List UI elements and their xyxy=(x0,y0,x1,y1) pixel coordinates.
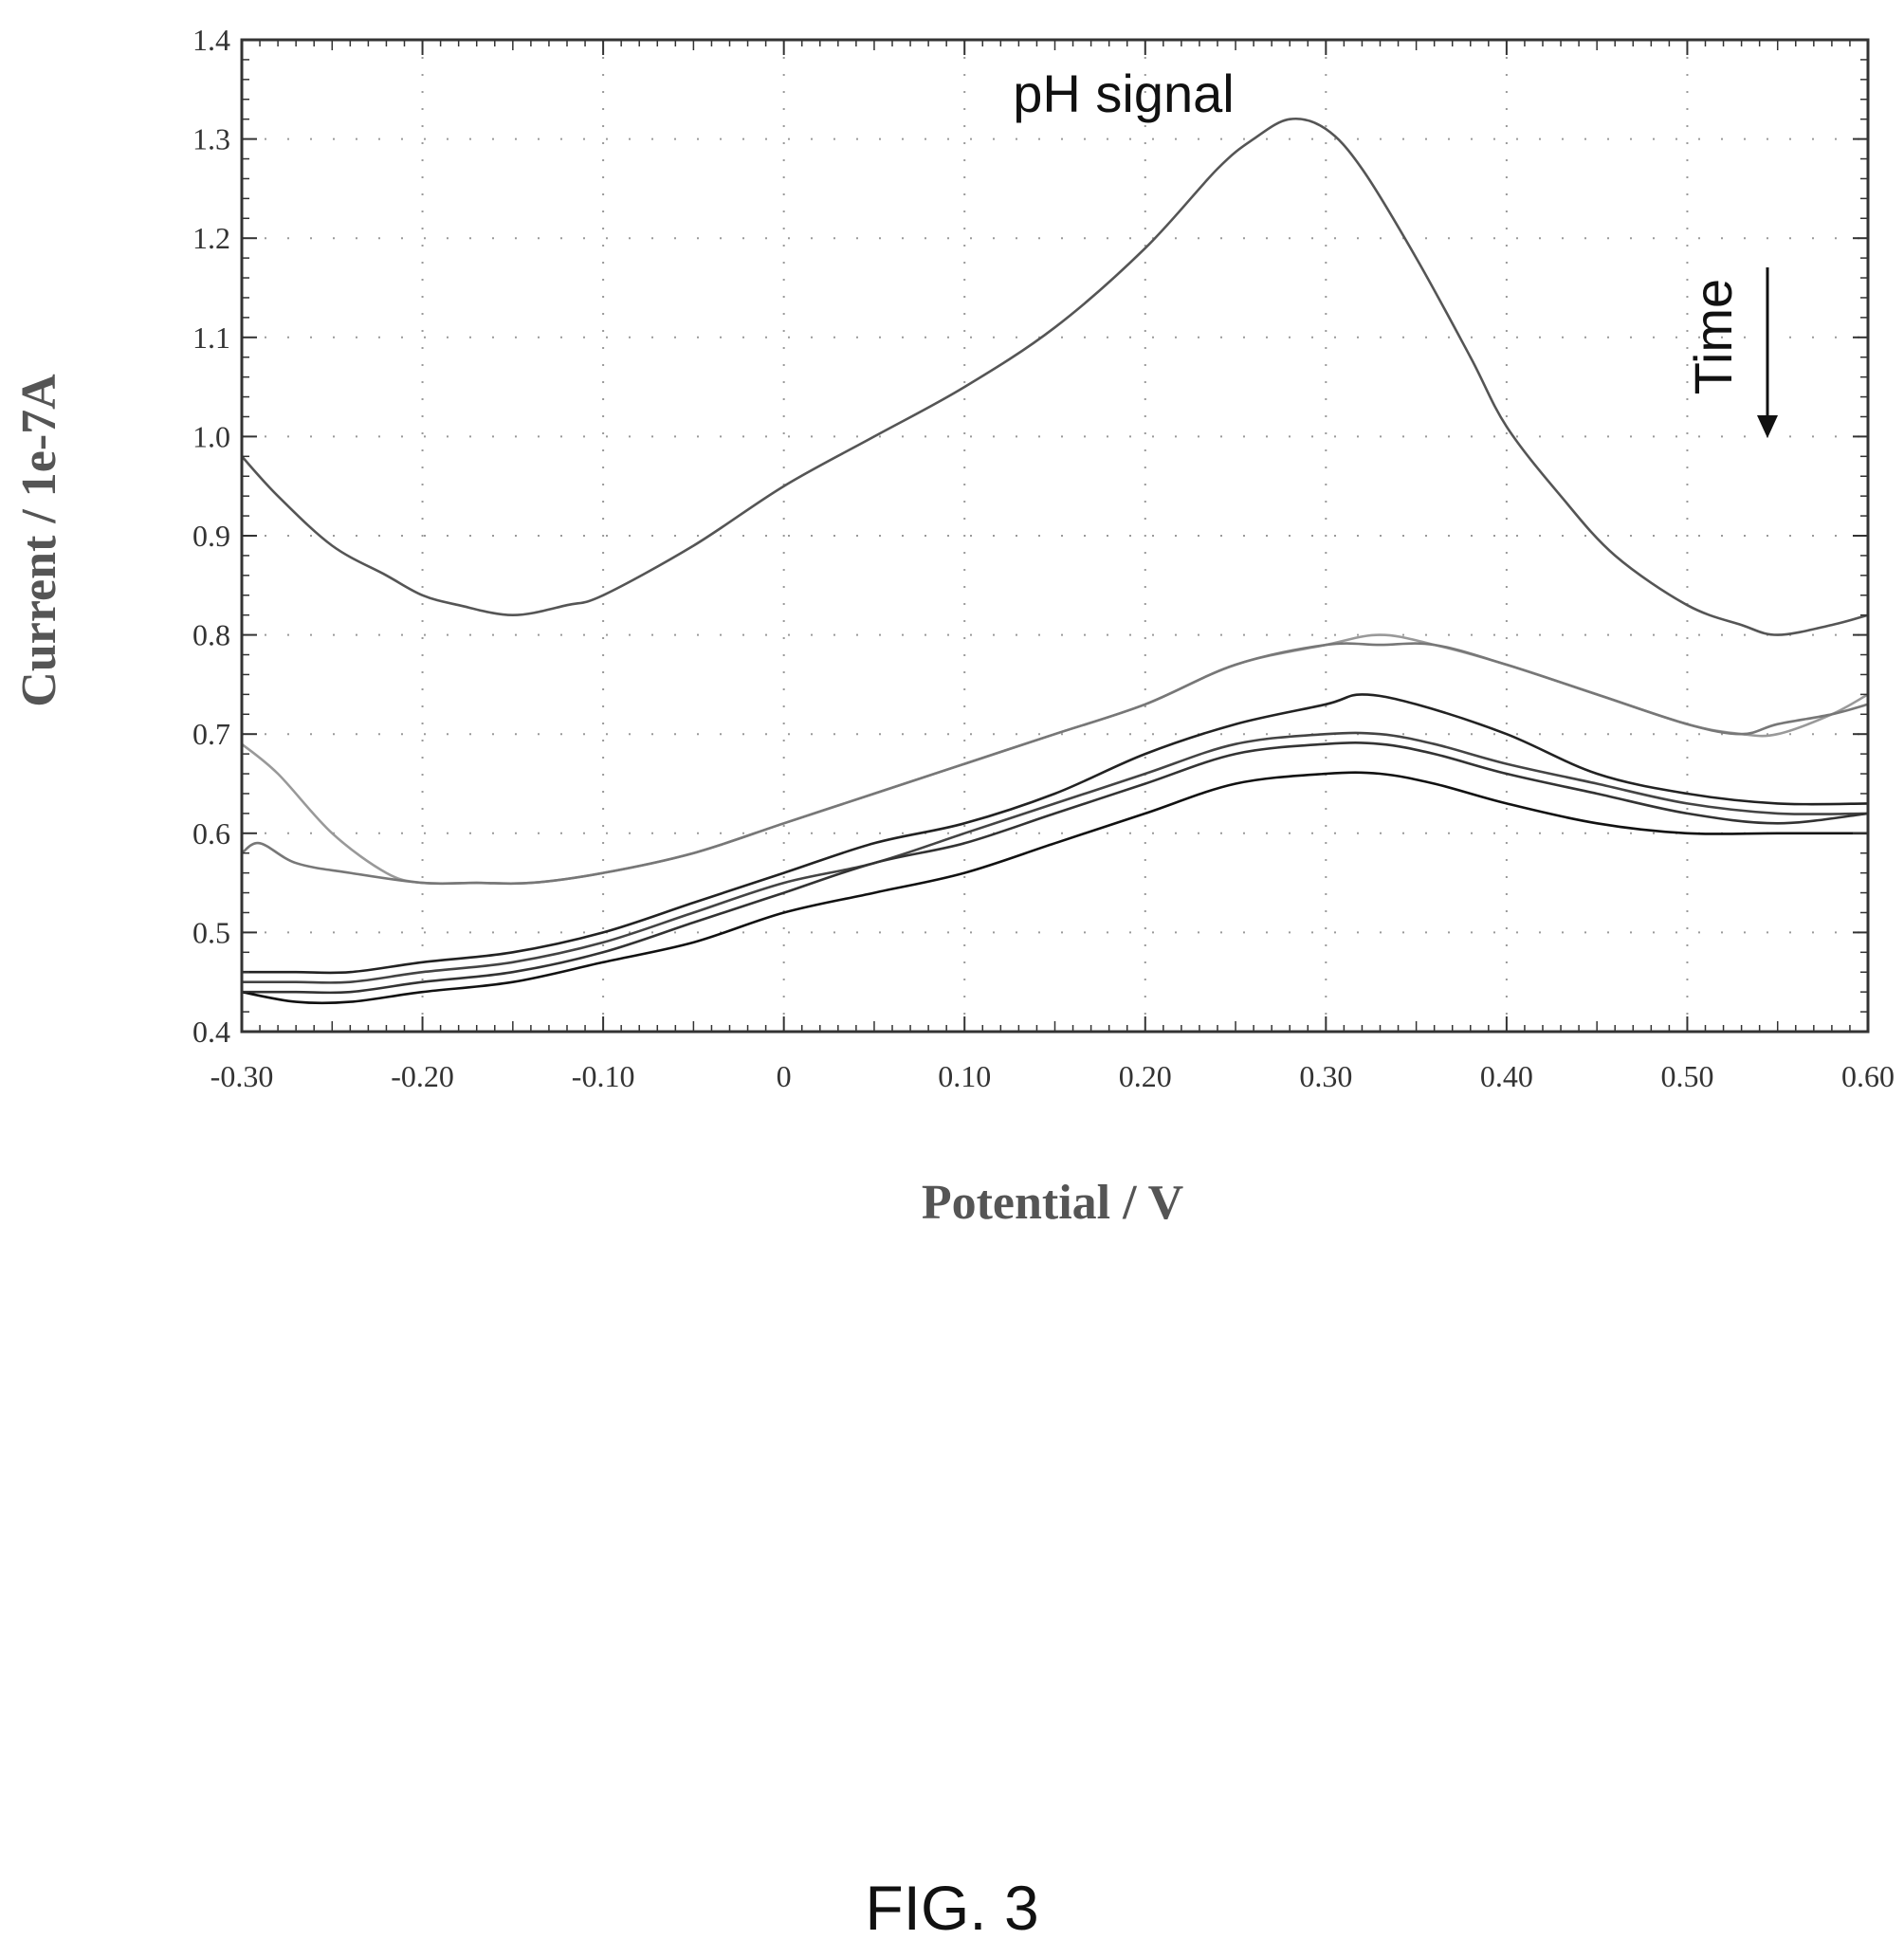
time-arrow-icon xyxy=(1757,267,1778,438)
series-line-4 xyxy=(242,693,1869,975)
ph-signal-annotation: pH signal xyxy=(1013,64,1234,123)
y-tick-label: 1.0 xyxy=(192,419,230,453)
y-tick-label: 1.2 xyxy=(192,221,230,255)
series-line-2 xyxy=(241,633,1869,886)
series-line-3 xyxy=(241,642,1869,886)
y-tick-label: 0.9 xyxy=(192,519,230,553)
x-axis-title: Potential / V xyxy=(922,1176,1183,1230)
x-tick-label: -0.20 xyxy=(391,1059,454,1093)
y-axis-title: Current / 1e-7A xyxy=(12,374,66,707)
y-tick-labels: 0.4 0.5 0.6 0.7 0.8 0.9 1.0 1.1 1.2 1.3 1.4 xyxy=(192,23,230,1049)
y-tick-label: 1.3 xyxy=(192,122,230,156)
series-line-7 xyxy=(241,771,1868,1005)
x-tick-label: 0.10 xyxy=(938,1059,991,1093)
series-line-6 xyxy=(241,741,1869,995)
x-tick-label: -0.30 xyxy=(211,1059,274,1093)
series-line-5 xyxy=(242,731,1869,984)
grid xyxy=(242,40,1868,1032)
y-tick-label: 0.6 xyxy=(192,816,230,851)
x-tick-label: 0 xyxy=(777,1059,792,1093)
y-tick-label: 0.4 xyxy=(192,1015,230,1049)
time-annotation: Time xyxy=(1683,279,1743,394)
x-tick-label: 0.20 xyxy=(1119,1059,1172,1093)
y-tick-label: 1.1 xyxy=(192,320,230,355)
y-tick-label: 0.7 xyxy=(192,717,230,751)
x-tick-label: -0.10 xyxy=(572,1059,635,1093)
x-tick-label: 0.30 xyxy=(1299,1059,1352,1093)
x-tick-label: 0.50 xyxy=(1660,1059,1713,1093)
y-tick-label: 1.4 xyxy=(192,23,230,57)
series-lines xyxy=(241,117,1869,1005)
axis-ticks xyxy=(241,39,1869,1033)
series-line-1 xyxy=(241,117,1869,636)
y-tick-label: 0.5 xyxy=(192,915,230,949)
x-tick-label: 0.40 xyxy=(1480,1059,1533,1093)
x-tick-label: 0.60 xyxy=(1841,1059,1895,1093)
y-tick-label: 0.8 xyxy=(192,618,230,652)
figure-caption: FIG. 3 xyxy=(865,1873,1038,1940)
x-tick-labels: -0.30 -0.20 -0.10 0 0.10 0.20 0.30 0.40 0.50 0.60 xyxy=(211,1059,1895,1093)
